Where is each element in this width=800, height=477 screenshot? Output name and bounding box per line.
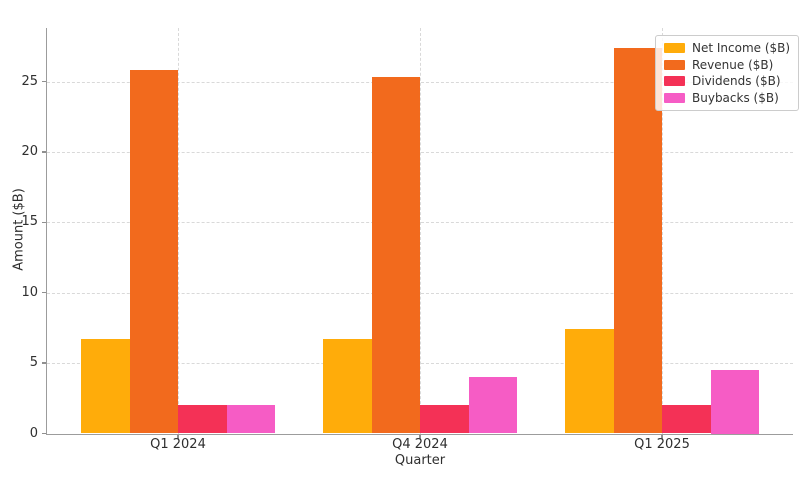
x-tick-mark xyxy=(661,433,663,439)
y-tick-mark xyxy=(41,221,47,223)
bar-q4-2024-dividends-b xyxy=(420,405,469,434)
bar-q4-2024-net-income-b xyxy=(323,339,372,434)
legend-swatch-icon xyxy=(664,76,685,86)
bar-q1-2025-dividends-b xyxy=(662,405,711,434)
bar-q4-2024-revenue-b xyxy=(371,77,420,434)
grid-line-vertical xyxy=(178,28,179,434)
y-tick-label: 0 xyxy=(29,425,38,441)
legend-label: Dividends ($B) xyxy=(692,74,781,88)
legend-label: Buybacks ($B) xyxy=(692,90,779,105)
y-tick-mark xyxy=(41,80,47,83)
bar-q1-2025-buybacks-b xyxy=(710,370,759,434)
x-tick-label: Q1 2024 xyxy=(150,437,206,452)
legend-swatch-icon xyxy=(664,43,685,53)
legend-item: Net Income ($B) xyxy=(664,41,790,55)
x-axis-title: Quarter xyxy=(394,453,446,468)
bar-q1-2024-revenue-b xyxy=(129,70,178,434)
x-tick-label: Q4 2024 xyxy=(392,437,448,452)
y-tick-label: 5 xyxy=(29,355,38,371)
x-axis-line xyxy=(45,433,793,436)
bar-q1-2025-net-income-b xyxy=(565,329,614,434)
bar-q1-2024-net-income-b xyxy=(81,339,130,434)
y-tick-mark xyxy=(41,292,47,294)
bar-q1-2025-revenue-b xyxy=(613,47,662,434)
legend-item: Revenue ($B) xyxy=(664,58,790,72)
y-axis-line xyxy=(45,28,47,436)
legend: Net Income ($B) Revenue ($B) Dividends ($B… xyxy=(655,35,800,111)
legend-item: Dividends ($B) xyxy=(664,74,790,88)
y-tick-label: 10 xyxy=(21,284,38,300)
bar-q1-2024-dividends-b xyxy=(178,405,227,434)
x-tick-mark xyxy=(419,433,421,439)
y-tick-mark xyxy=(41,151,47,153)
x-tick-mark xyxy=(177,433,179,439)
legend-swatch-icon xyxy=(664,59,685,70)
y-tick-label: 15 xyxy=(21,214,38,230)
legend-label: Revenue ($B) xyxy=(692,57,774,72)
legend-swatch-icon xyxy=(664,92,685,103)
bar-q1-2024-buybacks-b xyxy=(226,405,275,434)
bar-q4-2024-buybacks-b xyxy=(468,377,517,434)
legend-item: Buybacks ($B) xyxy=(664,91,790,105)
x-tick-label: Q1 2025 xyxy=(634,437,690,452)
y-tick-mark xyxy=(41,362,47,364)
grid-line-vertical xyxy=(420,28,421,434)
y-tick-label: 25 xyxy=(21,73,38,89)
legend-label: Net Income ($B) xyxy=(692,41,791,55)
grid-line-vertical xyxy=(662,28,663,434)
y-tick-mark xyxy=(41,432,47,435)
y-tick-label: 20 xyxy=(21,143,38,159)
